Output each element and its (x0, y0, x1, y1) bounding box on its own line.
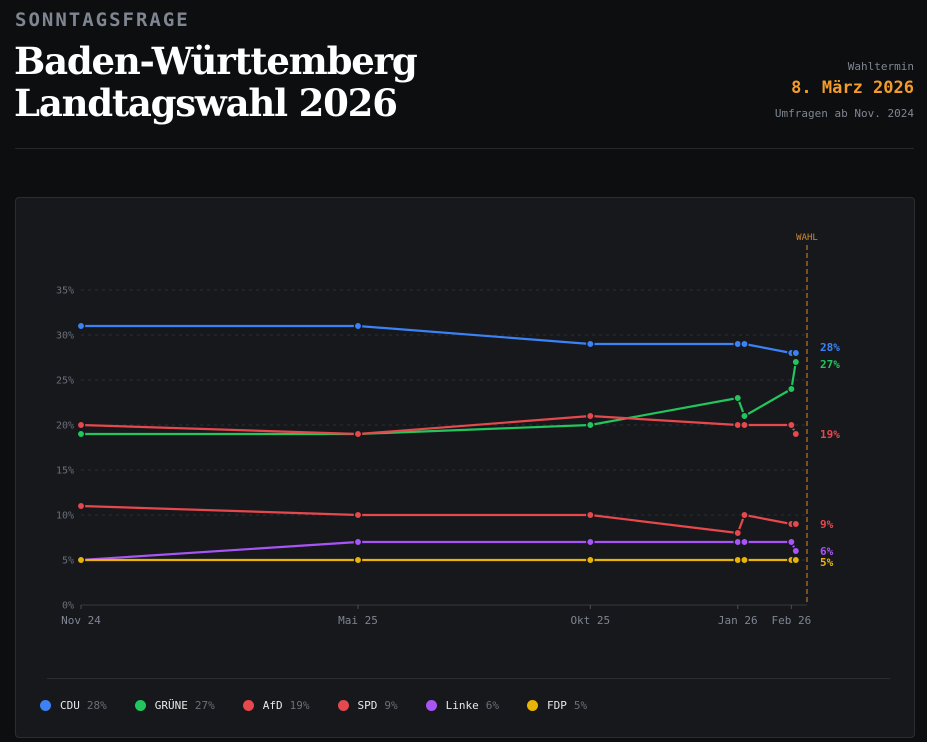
y-tick-label: 10% (56, 511, 74, 522)
data-point (76, 420, 86, 430)
header-divider (15, 148, 914, 149)
y-tick-label: 0% (62, 601, 74, 612)
eyebrow-label: SONNTAGSFRAGE (15, 9, 190, 31)
x-tick-label: Feb 26 (771, 614, 811, 627)
data-point (787, 420, 796, 430)
legend-item-fdp[interactable]: FDP 5% (527, 699, 587, 712)
data-point (791, 357, 801, 367)
legend-item-linke[interactable]: Linke 6% (425, 699, 499, 712)
data-point (76, 501, 86, 511)
series-line-spd (80, 504, 796, 535)
legend-name: Linke (445, 699, 479, 712)
chart-legend: CDU 28% GRÜNE 27% AfD 19% SPD 9% Linke 6… (40, 699, 615, 712)
series-line-cdu (81, 324, 796, 355)
y-tick-label: 30% (56, 331, 74, 342)
end-value-label: 19% (820, 428, 840, 441)
data-point (353, 537, 363, 547)
end-value-label: 6% (820, 545, 834, 558)
data-point (791, 519, 801, 529)
data-point (353, 510, 363, 520)
end-value-label: 9% (820, 518, 834, 531)
legend-value: 19% (289, 699, 310, 712)
legend-value: 27% (194, 699, 215, 712)
data-point (791, 546, 801, 556)
legend-item-gruene[interactable]: GRÜNE 27% (134, 699, 215, 712)
data-point (586, 411, 595, 421)
x-tick-label: Jan 26 (718, 614, 758, 627)
polls-since-note: Umfragen ab Nov. 2024 (774, 107, 914, 120)
y-tick-label: 5% (62, 556, 74, 567)
title-line-2: Landtagswahl 2026 (14, 81, 398, 125)
data-point (353, 555, 363, 565)
data-point (791, 348, 801, 358)
legend-divider (47, 678, 890, 679)
legend-value: 5% (573, 699, 588, 712)
data-point (586, 420, 595, 430)
legend-swatch-gruene (134, 700, 146, 711)
legend-item-afd[interactable]: AfD 19% (242, 699, 310, 712)
legend-value: 28% (86, 699, 107, 712)
data-point (740, 420, 749, 430)
legend-swatch-linke (425, 700, 437, 711)
election-date-label: Wahltermin (847, 60, 914, 73)
legend-value: 6% (485, 699, 499, 712)
data-point (76, 321, 86, 331)
legend-swatch-cdu (40, 700, 51, 711)
legend-name: FDP (547, 699, 567, 712)
data-point (353, 429, 363, 439)
data-point (733, 393, 743, 403)
data-point (586, 510, 595, 520)
legend-swatch-fdp (527, 700, 538, 711)
legend-name: CDU (60, 699, 80, 712)
legend-swatch-afd (242, 700, 254, 711)
end-value-label: 5% (820, 556, 834, 569)
x-tick-label: Okt 25 (570, 614, 610, 627)
data-point (787, 537, 796, 547)
data-point (733, 528, 743, 538)
legend-item-spd[interactable]: SPD 9% (337, 699, 398, 712)
election-date: 8. März 2026 (791, 78, 914, 98)
data-point (353, 321, 363, 331)
election-marker-label: WAHL (796, 233, 818, 243)
election-meta: Wahltermin 8. März 2026 Umfragen ab Nov.… (775, 60, 914, 120)
y-tick-label: 20% (56, 421, 74, 432)
data-point (740, 510, 749, 520)
y-tick-label: 35% (56, 286, 74, 297)
y-tick-label: 25% (56, 376, 74, 387)
data-point (791, 555, 801, 565)
legend-name: GRÜNE (154, 699, 188, 712)
page-title: Baden-Württemberg Landtagswahl 2026 (14, 39, 418, 125)
data-point (586, 537, 595, 547)
data-point (586, 555, 595, 565)
data-point (740, 411, 749, 421)
data-point (791, 429, 801, 439)
legend-value: 9% (384, 699, 398, 712)
data-point (76, 429, 86, 439)
data-point (740, 339, 749, 349)
data-point (740, 555, 749, 565)
legend-item-cdu[interactable]: CDU 28% (40, 699, 107, 712)
x-tick-label: Mai 25 (338, 614, 378, 627)
data-point (787, 384, 796, 394)
end-value-label: 28% (820, 341, 840, 354)
series-line-linke (80, 540, 797, 562)
legend-swatch-spd (337, 700, 349, 711)
data-point (76, 555, 86, 565)
title-line-1: Baden-Württemberg (14, 39, 418, 83)
data-point (586, 339, 595, 349)
legend-name: SPD (357, 699, 378, 712)
data-point (740, 537, 749, 547)
y-tick-label: 15% (56, 466, 74, 477)
series-line-grüne (81, 361, 797, 436)
legend-name: AfD (262, 699, 283, 712)
x-tick-label: Nov 24 (61, 614, 101, 627)
end-value-label: 27% (820, 358, 840, 371)
chart-panel (15, 197, 915, 738)
